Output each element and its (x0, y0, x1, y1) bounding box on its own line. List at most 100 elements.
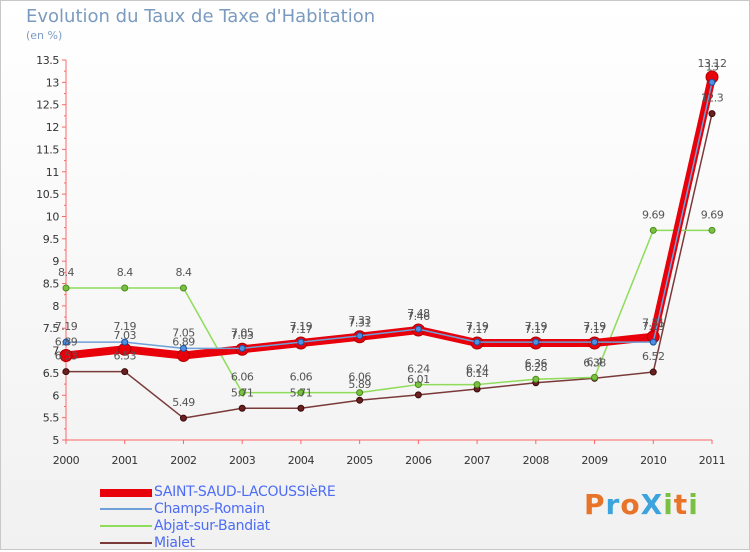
data-label: 6.24 (466, 363, 489, 376)
data-point (238, 389, 246, 397)
data-label: 5.71 (290, 386, 313, 399)
data-point (356, 389, 364, 397)
data-label: 6.06 (348, 371, 371, 384)
data-point (649, 226, 657, 234)
y-tick-label: 10 (46, 210, 60, 223)
data-point (414, 381, 422, 389)
legend-label: Champs-Romain (154, 501, 265, 517)
data-label: 7.33 (348, 314, 371, 327)
data-point (121, 338, 129, 346)
chart-title: Evolution du Taux de Taxe d'Habitation (26, 6, 376, 27)
y-tick-label: 9 (52, 255, 59, 268)
data-point (297, 389, 305, 397)
series-line (66, 113, 713, 419)
legend-swatch-champs-romain (100, 508, 152, 510)
y-tick-label: 11 (46, 166, 59, 179)
data-label: 8.4 (58, 266, 74, 279)
data-point (121, 368, 129, 376)
data-label: 7.03 (113, 329, 136, 342)
data-label: 6.01 (407, 373, 430, 386)
x-tick-label: 2007 (464, 454, 491, 467)
y-tick-label: 6 (52, 389, 59, 402)
data-point (59, 349, 73, 363)
data-label: 7.17 (466, 323, 489, 336)
y-tick-label: 5.5 (43, 412, 60, 425)
x-tick-label: 2006 (405, 454, 432, 467)
y-tick-label: 10.5 (36, 188, 59, 201)
data-label: 12.3 (701, 92, 724, 105)
data-point (591, 338, 599, 346)
y-tick-label: 13 (46, 76, 60, 89)
legend-label: SAINT-SAUD-LACOUSSIèRE (154, 484, 336, 500)
logo-letter: P (584, 488, 606, 521)
data-label: 6.06 (290, 371, 313, 384)
y-tick-label: 11.5 (36, 143, 59, 156)
x-tick-label: 2000 (53, 454, 80, 467)
data-label: 9.69 (642, 208, 665, 221)
data-label: 6.89 (55, 336, 78, 349)
data-label: 7.19 (113, 320, 136, 333)
legend-swatch-mialet (100, 542, 152, 544)
series-line (65, 76, 716, 360)
data-point (297, 338, 305, 346)
y-tick-label: 5 (52, 434, 59, 447)
data-point (297, 404, 305, 412)
data-label: 5.71 (231, 386, 254, 399)
y-tick-label: 8.5 (43, 278, 60, 291)
data-label: 7.03 (231, 329, 254, 342)
data-label: 7.19 (466, 320, 489, 333)
x-tick-label: 2009 (581, 454, 608, 467)
data-label: 7.17 (583, 323, 606, 336)
data-point (649, 338, 657, 346)
logo-letter: i (663, 488, 674, 521)
proxiti-logo: ProXiti (584, 488, 699, 521)
data-point (708, 226, 716, 234)
data-label: 5.49 (172, 396, 195, 409)
data-label: 7.17 (290, 323, 313, 336)
data-point (414, 391, 422, 399)
x-tick-label: 2010 (640, 454, 667, 467)
data-point (121, 284, 129, 292)
logo-letter: r (605, 488, 621, 521)
data-point (179, 284, 187, 292)
data-point (179, 344, 187, 352)
data-label: 6.06 (231, 371, 254, 384)
data-point (238, 344, 246, 352)
legend-label: Abjat-sur-Bandiat (154, 518, 270, 534)
x-tick-label: 2005 (346, 454, 373, 467)
x-tick-label: 2002 (170, 454, 196, 467)
y-tick-label: 13.5 (36, 54, 59, 67)
data-point (238, 404, 246, 412)
data-label: 6.38 (583, 356, 606, 369)
data-point (179, 414, 187, 422)
y-tick-label: 6.5 (43, 367, 60, 380)
data-label: 6.53 (113, 350, 136, 363)
data-point (62, 338, 70, 346)
data-label: 8.4 (175, 266, 191, 279)
chart-unit-label: (en %) (26, 29, 63, 42)
data-label: 6.89 (172, 336, 195, 349)
x-tick-label: 2004 (288, 454, 315, 467)
data-point (532, 375, 540, 383)
y-tick-label: 9.5 (43, 233, 60, 246)
data-label: 13.12 (698, 57, 727, 70)
x-tick-label: 2001 (112, 454, 138, 467)
data-point (649, 368, 657, 376)
data-label: 6.24 (407, 363, 430, 376)
data-label: 13 (706, 60, 719, 73)
data-point (473, 338, 481, 346)
legend-swatch-abjat (100, 525, 152, 527)
logo-letter: i (688, 488, 699, 521)
data-point (356, 396, 364, 404)
data-label: 6.53 (55, 350, 78, 363)
legend-label: Mialet (154, 535, 195, 551)
data-point (708, 110, 716, 118)
y-tick-label: 12.5 (36, 99, 59, 112)
data-label: 7.17 (525, 323, 548, 336)
data-label: 5.89 (348, 378, 371, 391)
data-point (708, 78, 716, 86)
data-label: 6.52 (642, 350, 665, 363)
y-tick-label: 12 (46, 121, 59, 134)
